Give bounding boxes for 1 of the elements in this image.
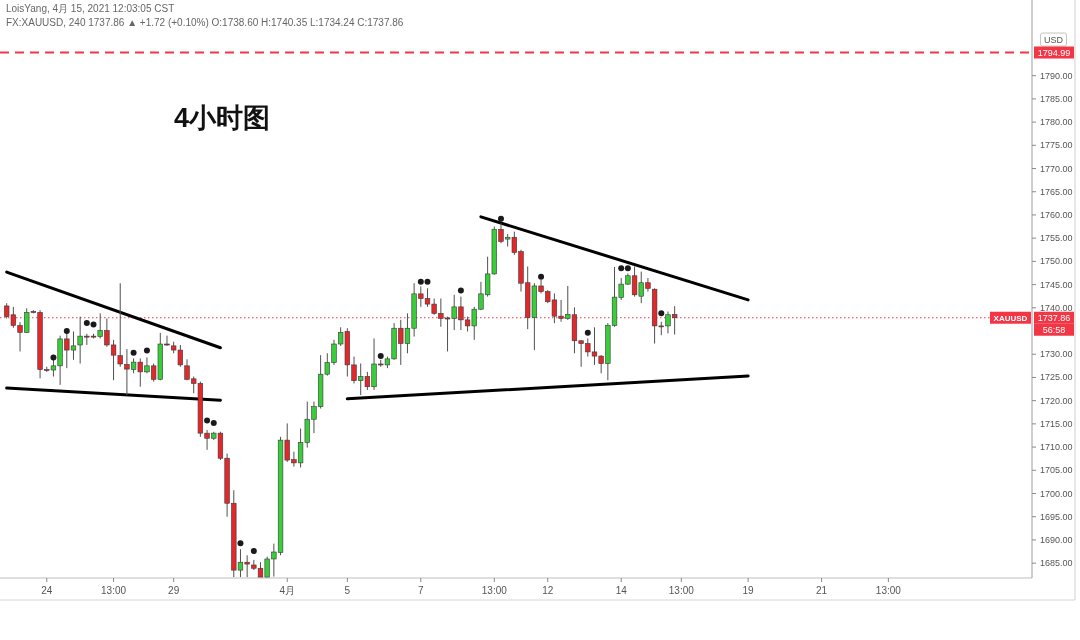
title: 4小时图 xyxy=(174,103,271,133)
